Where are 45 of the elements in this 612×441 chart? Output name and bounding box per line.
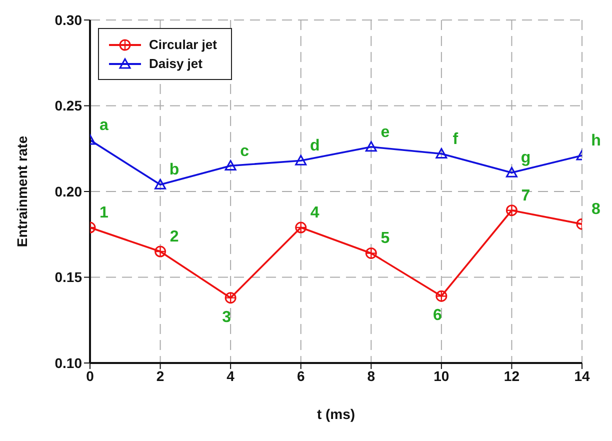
annotation: b [169,162,180,179]
x-tick-label: 8 [367,368,376,384]
annotation: f [452,130,459,148]
annotation: h [591,132,601,150]
annotation: 8 [592,201,601,218]
point [224,160,236,171]
annotation: e [380,124,390,141]
y-tick-label: 0.30 [54,12,82,28]
x-tick-label: 4 [226,368,235,384]
annotation: 2 [170,228,179,246]
annotation: g [520,150,531,167]
annotation: 4 [310,204,320,222]
y-tick-label: 0.25 [54,98,82,114]
y-tick-label: 0.15 [54,269,82,286]
x-tick-label: 10 [434,368,450,384]
point [154,178,166,190]
annotation: c [240,142,250,160]
point [436,148,448,159]
x-tick-label: 6 [296,368,305,384]
x-tick-label: 14 [574,368,590,384]
point [295,222,307,234]
point [436,290,448,302]
annotation: 6 [432,307,442,324]
point [224,292,236,304]
annotation: a [100,117,109,134]
point [295,154,307,166]
annotation: 3 [222,308,232,326]
point [506,204,518,216]
point [154,246,166,258]
y-tick-label: 0.10 [54,354,82,371]
y-axis-title: Entrainment rate [14,136,30,248]
x-tick-label: 0 [86,368,94,384]
y-tick-label: 0.20 [54,183,82,200]
legend-label: Daisy jet [149,56,202,71]
x-tick-label: 12 [504,368,520,384]
annotation: 5 [380,230,390,248]
point [365,141,377,152]
annotation: 7 [521,187,530,204]
x-tick-label: 2 [156,368,164,384]
point [506,166,518,178]
annotation: 1 [100,204,109,222]
x-axis-title: t (ms) [316,406,356,422]
annotation: d [310,138,320,155]
legend-label: Circular jet [149,37,217,52]
point [365,247,377,259]
